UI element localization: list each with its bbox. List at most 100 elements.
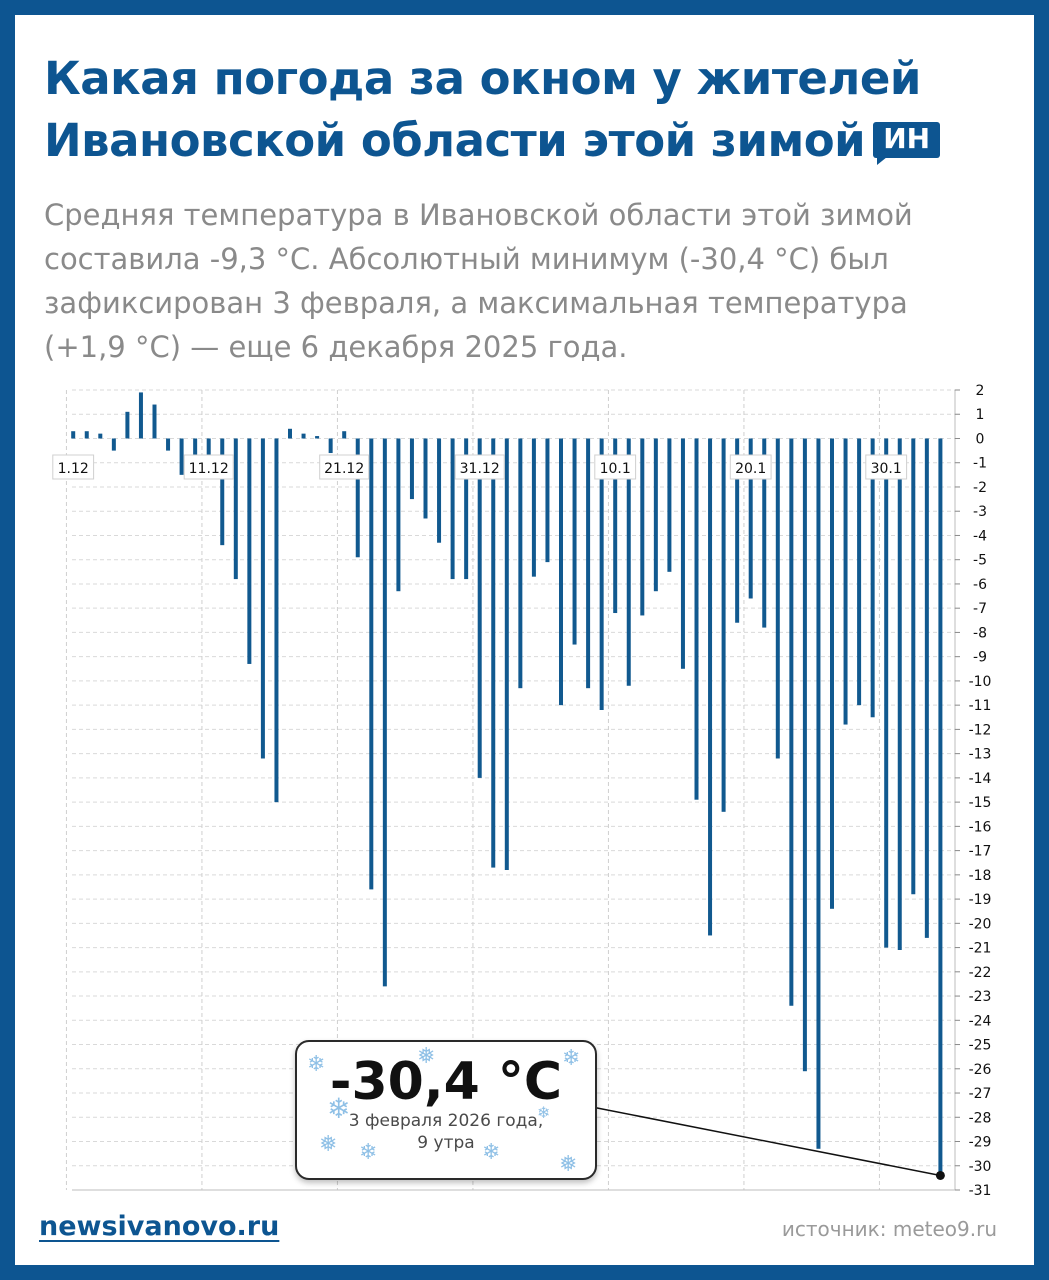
chart-bar bbox=[301, 433, 306, 439]
site-link[interactable]: newsivanovo.ru bbox=[39, 1211, 280, 1242]
chart-bar bbox=[382, 438, 387, 987]
y-tick-label: -17 bbox=[969, 844, 992, 860]
y-tick-label: -29 bbox=[969, 1135, 992, 1151]
chart-bar bbox=[748, 438, 753, 599]
y-tick-label: -16 bbox=[969, 819, 992, 835]
snowflake-icon: ❄ bbox=[327, 1092, 351, 1125]
snowflake-icon: ❅ bbox=[319, 1132, 338, 1157]
title-line-2-text: Ивановской области этой зимой bbox=[44, 114, 866, 167]
chart-bar bbox=[315, 436, 320, 439]
chart-bar bbox=[409, 438, 414, 500]
x-label-box bbox=[183, 454, 234, 480]
y-tick-label: 2 bbox=[976, 383, 985, 399]
snowflake-icon: ❄ bbox=[482, 1140, 501, 1165]
y-tick-label: -13 bbox=[969, 747, 992, 763]
y-tick-label: -21 bbox=[969, 941, 992, 957]
chart-bars bbox=[71, 392, 943, 1176]
chart-bar bbox=[491, 438, 496, 868]
y-tick-label: -20 bbox=[969, 916, 992, 932]
x-tick-label: 10.1 bbox=[600, 461, 631, 477]
chart-bar bbox=[626, 438, 631, 686]
chart-bar bbox=[870, 438, 875, 718]
y-tick-label: -30 bbox=[969, 1159, 992, 1175]
chart-bar bbox=[98, 433, 103, 439]
chart-bar bbox=[437, 438, 442, 543]
x-tick-label: 30.1 bbox=[871, 461, 902, 477]
chart-bar bbox=[464, 438, 469, 580]
brand-badge: ИН bbox=[873, 122, 941, 165]
y-tick-label: -18 bbox=[969, 868, 992, 884]
chart-bar bbox=[884, 438, 889, 948]
intro-text: Средняя температура в Ивановской области… bbox=[44, 193, 1004, 369]
y-tick-label: -14 bbox=[969, 771, 992, 787]
chart-bar bbox=[342, 431, 347, 439]
intro-line-3: зафиксирован 3 февраля, а максимальная т… bbox=[44, 286, 908, 320]
x-tick-label: 1.12 bbox=[58, 461, 89, 477]
y-tick-label: -24 bbox=[969, 1013, 992, 1029]
y-tick-label: -28 bbox=[969, 1110, 992, 1126]
y-tick-label: -8 bbox=[973, 625, 987, 641]
y-tick-label: -10 bbox=[969, 674, 992, 690]
y-tick-label: -9 bbox=[973, 650, 987, 666]
chart-gridlines bbox=[65, 389, 956, 1191]
chart-bar bbox=[559, 438, 563, 706]
x-label-box bbox=[319, 454, 370, 480]
chart-bar bbox=[450, 438, 455, 580]
chart-bar bbox=[924, 438, 929, 938]
chart-bar bbox=[708, 438, 713, 936]
callout-value: -30,4 °С bbox=[329, 1052, 563, 1112]
chart-bar bbox=[274, 438, 279, 803]
y-tick-label: -27 bbox=[969, 1086, 992, 1102]
x-label-box bbox=[865, 454, 908, 480]
chart-bar bbox=[667, 438, 672, 572]
y-tick-label: -23 bbox=[969, 989, 992, 1005]
intro-line-4: (+1,9 °С) — еще 6 декабря 2025 года. bbox=[44, 330, 628, 364]
chart-x-labels: 1.12 11.12 21.12 31.12 10.1 20.1 30.1 bbox=[52, 454, 908, 480]
y-tick-label: -31 bbox=[969, 1183, 992, 1199]
y-tick-label: -15 bbox=[969, 795, 992, 811]
chart-bar bbox=[71, 431, 76, 439]
snowflake-icon: ❄ bbox=[537, 1103, 551, 1122]
y-tick-label: -2 bbox=[973, 480, 987, 496]
x-tick-label: 31.12 bbox=[460, 461, 500, 477]
chart-bar bbox=[138, 392, 143, 439]
min-temperature-callout: ❄ ❄ ❅ ❄ ❅ ❄ ❄ ❅ ❄ -30,4 °С 3 февраля 202… bbox=[295, 1040, 597, 1180]
snowflake-icon: ❄ bbox=[307, 1052, 326, 1077]
chart-bar bbox=[423, 438, 428, 519]
y-tick-label: 0 bbox=[976, 431, 985, 447]
chart-bar bbox=[721, 438, 726, 812]
x-tick-label: 21.12 bbox=[324, 461, 364, 477]
chart-bar bbox=[857, 438, 862, 706]
callout-note-line-2: 9 утра bbox=[417, 1133, 475, 1153]
chart-bar bbox=[830, 438, 834, 909]
chart-bar bbox=[843, 438, 848, 725]
y-tick-label: 1 bbox=[976, 407, 985, 423]
chart-bar bbox=[938, 438, 943, 1176]
chart-bar bbox=[125, 411, 130, 439]
callout-note: 3 февраля 2026 года, 9 утра bbox=[297, 1110, 595, 1154]
y-tick-label: -22 bbox=[969, 965, 992, 981]
chart-bar bbox=[735, 438, 740, 623]
chart-bar bbox=[288, 428, 292, 439]
y-tick-label: -11 bbox=[969, 698, 992, 714]
y-tick-label: -19 bbox=[969, 892, 992, 908]
x-tick-label: 20.1 bbox=[735, 461, 766, 477]
chart-bar bbox=[545, 438, 550, 563]
snowflake-icon: ❅ bbox=[417, 1044, 436, 1069]
chart-bar bbox=[789, 438, 794, 1006]
chart-bar bbox=[518, 438, 523, 689]
chart-bar bbox=[111, 438, 116, 451]
snowflake-icon: ❄ bbox=[359, 1140, 378, 1165]
y-tick-label: -7 bbox=[973, 601, 987, 617]
chart-bar bbox=[260, 438, 265, 759]
y-tick-label: -4 bbox=[973, 528, 987, 544]
min-point-marker bbox=[935, 1170, 945, 1180]
chart-bar bbox=[206, 438, 211, 470]
x-tick-label: 11.12 bbox=[189, 461, 229, 477]
chart-bar bbox=[572, 438, 577, 645]
y-tick-label: -1 bbox=[973, 456, 987, 472]
intro-line-1: Средняя температура в Ивановской области… bbox=[44, 198, 913, 232]
chart-bar bbox=[179, 438, 184, 475]
page-title: Какая погода за окном у жителей Ивановск… bbox=[44, 48, 1024, 172]
chart-bar bbox=[802, 438, 807, 1072]
